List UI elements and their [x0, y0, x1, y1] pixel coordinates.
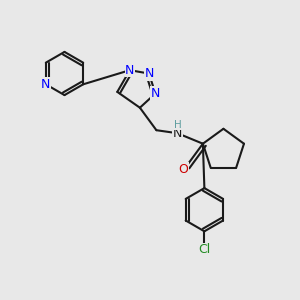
Text: N: N — [173, 127, 182, 140]
Text: Cl: Cl — [198, 243, 211, 256]
Text: N: N — [41, 78, 50, 91]
Text: N: N — [125, 64, 134, 77]
Text: H: H — [174, 120, 182, 130]
Text: N: N — [144, 67, 154, 80]
Text: N: N — [151, 87, 160, 100]
Text: O: O — [178, 163, 188, 176]
